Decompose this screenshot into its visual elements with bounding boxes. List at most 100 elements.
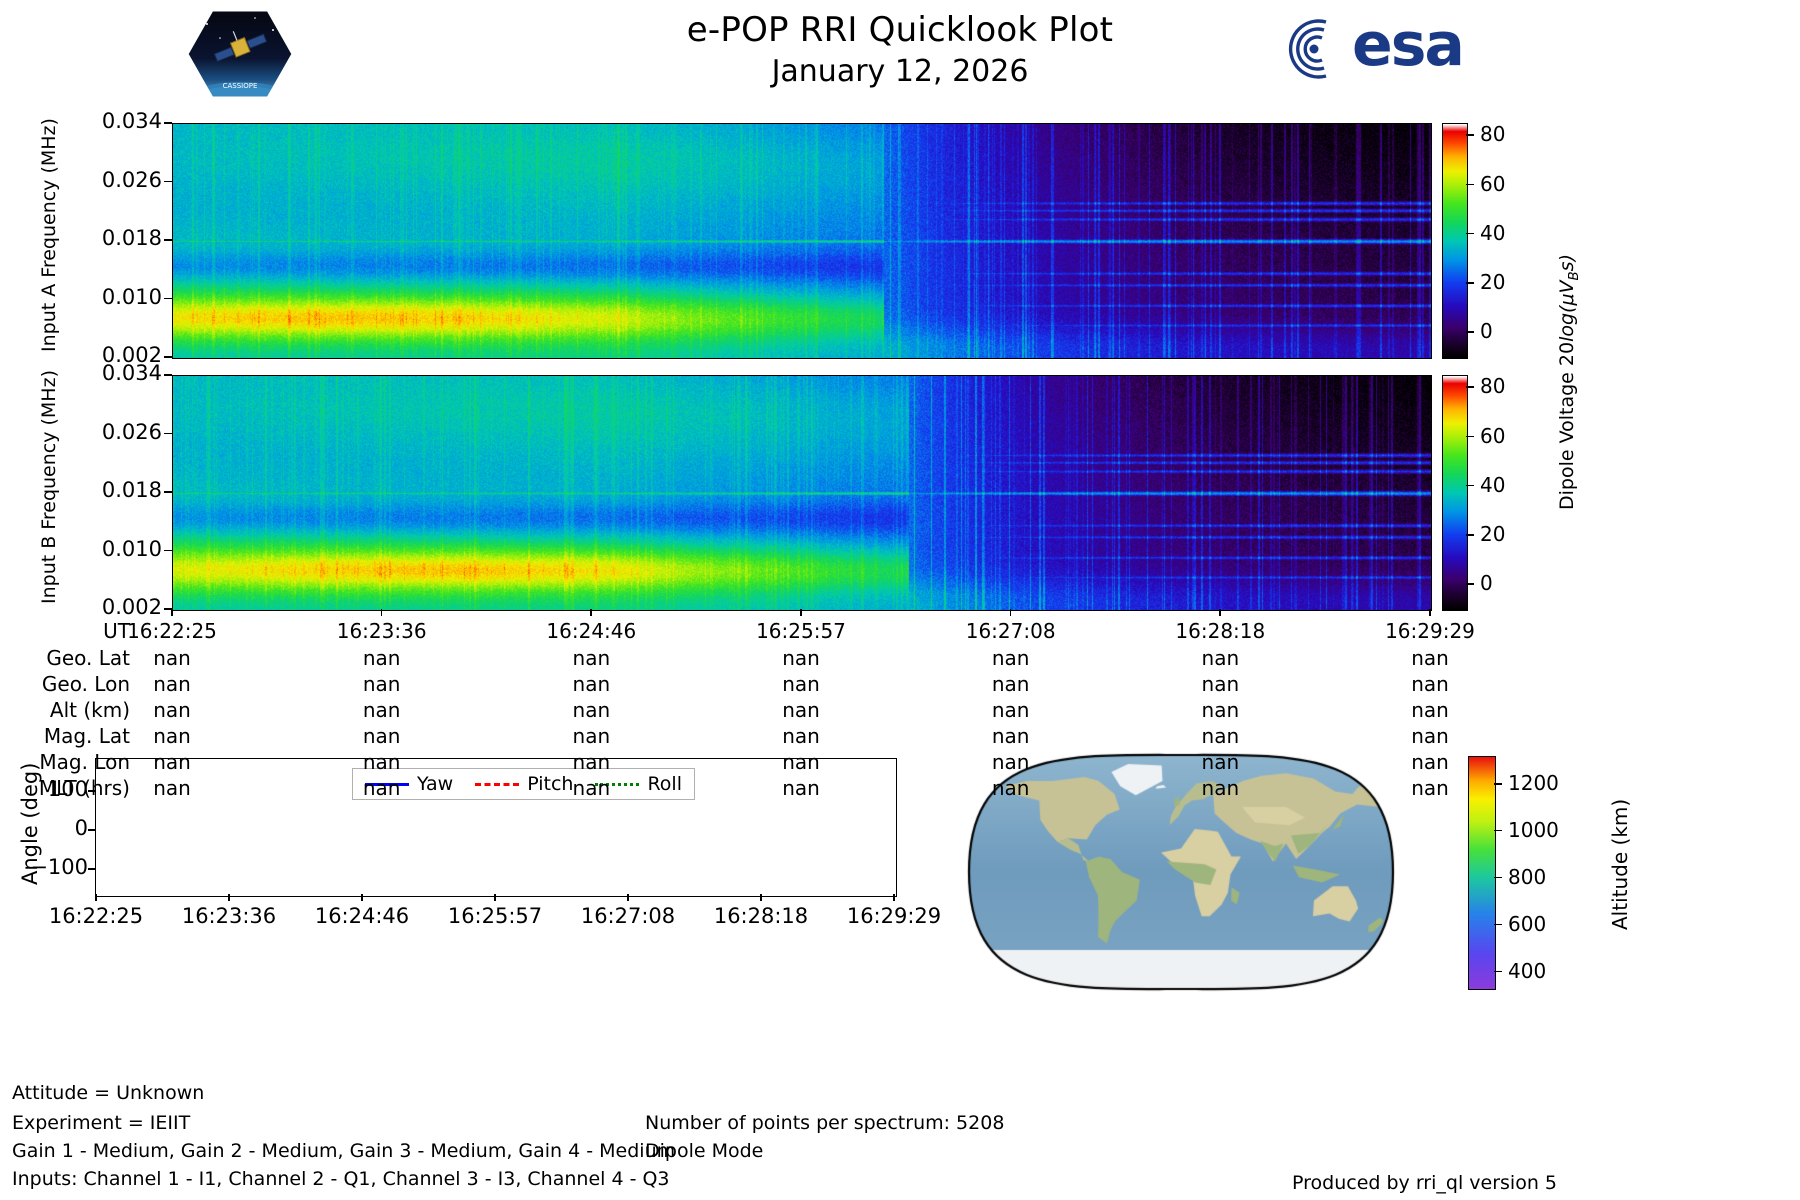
altitude-tickmark-4 <box>1494 970 1502 973</box>
meta-value-5-6: nan <box>1411 776 1449 800</box>
attitude-xtickmark-0 <box>95 894 97 901</box>
meta-value-4-4: nan <box>991 750 1030 774</box>
footer-attitude: Attitude = Unknown <box>12 1082 205 1104</box>
attitude-ytick-0: 100 <box>47 777 88 801</box>
footer-experiment: Experiment = IEIIT <box>12 1112 191 1134</box>
colorbar-input-b <box>1442 375 1468 611</box>
meta-value-4-1: nan <box>362 750 401 774</box>
meta-value-1-0: nan <box>153 672 191 696</box>
esa-logo: esa <box>1280 10 1480 84</box>
panel-b-ytick-3: 0.010 <box>101 536 162 561</box>
meta-value-5-3: nan <box>782 776 820 800</box>
meta-value-5-2: nan <box>572 776 611 800</box>
attitude-xtickmark-6 <box>893 894 895 901</box>
panel-a-ytick-1: 0.026 <box>101 167 162 192</box>
colorbar-input-a <box>1442 123 1468 359</box>
attitude-xtick-6: 16:29:29 <box>846 904 942 928</box>
altitude-tickmark-1 <box>1494 829 1502 832</box>
colorbar-b-tickmark-3 <box>1466 534 1474 536</box>
ut-value-5: 16:28:18 <box>1175 619 1266 643</box>
altitude-tickmark-2 <box>1494 876 1502 879</box>
panel-b-ytick-4: 0.002 <box>101 595 162 619</box>
colorbar-b-tick-0: 80 <box>1480 374 1506 399</box>
panel-b-ytickmark-1 <box>164 432 172 434</box>
panel-b-ytickmark-3 <box>164 549 172 551</box>
colorbar-b-tickmark-4 <box>1466 583 1474 585</box>
ut-value-1: 16:23:36 <box>336 619 427 643</box>
attitude-xtick-4: 16:27:08 <box>580 904 676 928</box>
legend-swatch-pitch <box>475 782 520 786</box>
panel-a-ytickmark-3 <box>164 297 172 299</box>
time-tickmark-1 <box>380 609 383 616</box>
colorbar-b-tickmark-2 <box>1466 484 1474 487</box>
time-tickmark-4 <box>1009 609 1012 616</box>
meta-row-label-1: Geo. Lon <box>41 672 130 696</box>
meta-value-3-0: nan <box>153 724 191 748</box>
colorbar-a-tick-2: 40 <box>1480 220 1506 245</box>
attitude-ytickmark-1 <box>88 829 96 831</box>
meta-value-2-3: nan <box>782 698 820 722</box>
colorbar-b-tickmark-0 <box>1466 386 1474 388</box>
legend-label-pitch: Pitch <box>527 773 574 795</box>
time-tickmark-0 <box>171 609 173 616</box>
meta-value-2-5: nan <box>1201 698 1240 722</box>
ut-value-0: 16:22:25 <box>127 619 217 643</box>
meta-value-3-6: nan <box>1411 724 1449 748</box>
legend-item-pitch: Pitch <box>475 773 573 795</box>
attitude-xtickmark-2 <box>361 894 363 901</box>
colorbar-b-tickmark-1 <box>1466 435 1474 438</box>
attitude-xtick-0: 16:22:25 <box>48 904 144 928</box>
meta-value-1-1: nan <box>362 672 401 696</box>
legend-label-roll: Roll <box>647 773 682 795</box>
spectrogram-panel-input-a <box>172 123 1432 359</box>
colorbar-label-main: Dipole Voltage 20 <box>1556 341 1578 510</box>
time-tickmark-2 <box>590 609 592 616</box>
attitude-plot-panel <box>95 758 897 897</box>
meta-value-4-5: nan <box>1201 750 1240 774</box>
colorbar-axis-label: Dipole Voltage 20log(μVBs) <box>1556 254 1582 510</box>
panel-a-ytickmark-2 <box>164 239 172 241</box>
ut-value-4: 16:27:08 <box>965 619 1056 643</box>
world-map <box>966 752 1396 992</box>
ut-value-3: 16:25:57 <box>756 619 846 643</box>
panel-b-ytickmark-4 <box>164 608 172 610</box>
meta-value-0-5: nan <box>1201 646 1240 670</box>
meta-value-4-3: nan <box>782 750 820 774</box>
altitude-tick-2: 800 <box>1508 864 1547 889</box>
meta-value-1-5: nan <box>1201 672 1240 696</box>
altitude-tick-4: 400 <box>1508 958 1547 983</box>
colorbar-b-tick-3: 20 <box>1480 522 1506 547</box>
altitude-colorbar-label: Altitude (km) <box>1608 798 1632 930</box>
footer-gains: Gain 1 - Medium, Gain 2 - Medium, Gain 3… <box>12 1140 676 1162</box>
meta-value-1-6: nan <box>1411 672 1449 696</box>
page-subtitle: January 12, 2026 <box>771 54 1029 89</box>
colorbar-b-tick-2: 40 <box>1480 472 1506 497</box>
meta-value-2-2: nan <box>572 698 611 722</box>
panel-b-ytick-0: 0.034 <box>101 361 162 385</box>
panel-b-ytickmark-2 <box>164 491 172 493</box>
meta-row-label-5: MLT (hrs) <box>38 776 130 800</box>
ut-value-2: 16:24:46 <box>546 619 637 643</box>
altitude-tick-0: 1200 <box>1508 771 1559 796</box>
footer-inputs: Inputs: Channel 1 - I1, Channel 2 - Q1, … <box>12 1168 670 1190</box>
colorbar-a-tick-4: 0 <box>1480 319 1493 344</box>
colorbar-a-tick-1: 60 <box>1480 171 1506 196</box>
meta-row-label-2: Alt (km) <box>49 698 130 722</box>
meta-value-2-6: nan <box>1411 698 1449 722</box>
meta-value-0-0: nan <box>153 646 191 670</box>
colorbar-a-tick-3: 20 <box>1480 270 1506 295</box>
legend-item-roll: Roll <box>595 773 682 795</box>
meta-value-0-1: nan <box>362 646 401 670</box>
colorbar-label-tail: s) <box>1556 254 1578 272</box>
colorbar-a-tickmark-4 <box>1466 331 1474 333</box>
meta-row-label-4: Mag. Lon <box>39 750 130 774</box>
svg-text:CASSIOPE: CASSIOPE <box>223 82 258 90</box>
meta-value-1-4: nan <box>991 672 1030 696</box>
colorbar-a-tickmark-2 <box>1466 232 1474 235</box>
panel-a-ytick-2: 0.018 <box>101 226 162 250</box>
legend-item-yaw: Yaw <box>365 773 453 795</box>
meta-value-0-3: nan <box>782 646 820 670</box>
colorbar-a-tick-0: 80 <box>1480 122 1506 147</box>
meta-value-2-0: nan <box>153 698 191 722</box>
panel-b-ytick-2: 0.018 <box>101 478 162 502</box>
